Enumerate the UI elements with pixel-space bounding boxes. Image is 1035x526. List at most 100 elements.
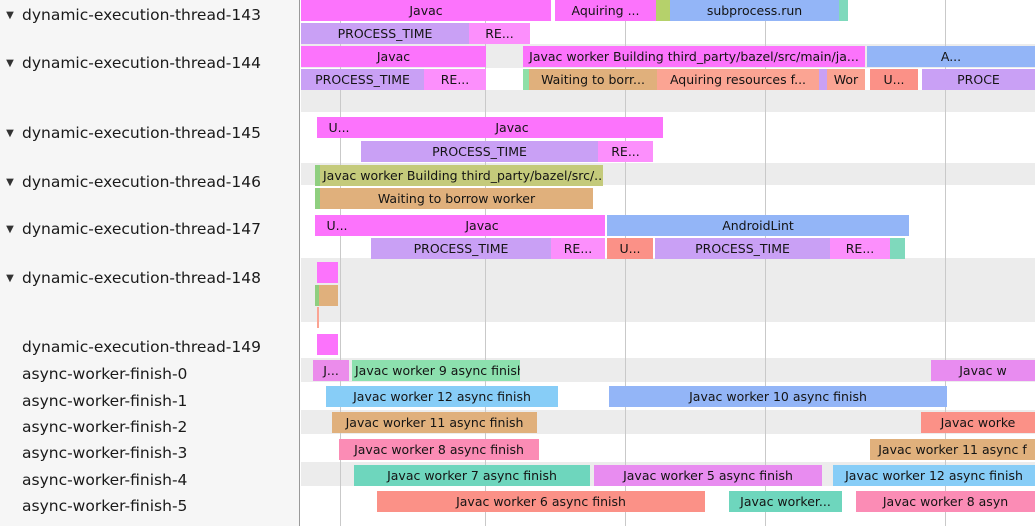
- timeline-bar[interactable]: [819, 69, 827, 90]
- timeline-bar[interactable]: RE...: [551, 238, 605, 259]
- track-label-text: async-worker-finish-2: [22, 418, 188, 436]
- timeline-bar-label: U...: [326, 218, 348, 233]
- timeline-bar[interactable]: Waiting to borr...: [529, 69, 657, 90]
- timeline-bar-label: U...: [619, 241, 641, 256]
- timeline-bar[interactable]: Javac worker 8 async finish: [339, 439, 539, 460]
- timeline-bar-label: PROCESS_TIME: [315, 72, 410, 87]
- timeline-bar[interactable]: [839, 0, 848, 21]
- timeline-bar[interactable]: [890, 238, 905, 259]
- track-label-async-worker-finish-2[interactable]: async-worker-finish-2: [0, 416, 187, 438]
- timeline-bar[interactable]: Wor: [827, 69, 865, 90]
- timeline-bar-label: Javac worker 5 async finish: [623, 468, 793, 483]
- timeline-bar[interactable]: U...: [317, 117, 361, 138]
- timeline-bar[interactable]: RE...: [424, 69, 486, 90]
- timeline-bar[interactable]: Javac worker 12 async finish: [833, 465, 1035, 486]
- timeline-bar-label: Aquiring resources f...: [669, 72, 807, 87]
- caret-down-icon[interactable]: ▼: [6, 223, 14, 235]
- timeline-bar[interactable]: U...: [315, 215, 359, 236]
- timeline-bar[interactable]: Javac worker 5 async finish: [594, 465, 822, 486]
- timeline-bar-label: J...: [323, 363, 339, 378]
- timeline-bar[interactable]: U...: [870, 69, 918, 90]
- caret-down-icon[interactable]: ▼: [6, 272, 14, 284]
- timeline-bar-label: AndroidLint: [722, 218, 794, 233]
- caret-down-icon[interactable]: ▼: [6, 57, 14, 69]
- timeline-bar[interactable]: PROCESS_TIME: [361, 141, 598, 162]
- timeline-bar[interactable]: J...: [313, 360, 349, 381]
- timeline-bar[interactable]: [656, 0, 670, 21]
- timeline-bar[interactable]: Javac worker 11 async finish: [332, 412, 537, 433]
- timeline-bar[interactable]: Javac worke: [921, 412, 1035, 433]
- timeline-bar[interactable]: Javac w: [931, 360, 1035, 381]
- track-label-dynamic-execution-thread-145[interactable]: ▼ dynamic-execution-thread-145: [0, 122, 261, 144]
- timeline-bar[interactable]: RE...: [830, 238, 890, 259]
- timeline-bar[interactable]: U...: [607, 238, 653, 259]
- track-label-async-worker-finish-4[interactable]: async-worker-finish-4: [0, 469, 187, 491]
- track-label-dynamic-execution-thread-149[interactable]: dynamic-execution-thread-149: [0, 336, 261, 358]
- timeline-bar-label: Javac: [409, 3, 443, 18]
- timeline-bar-label: Javac worker 11 async f: [878, 442, 1027, 457]
- track-label-dynamic-execution-thread-146[interactable]: ▼ dynamic-execution-thread-146: [0, 171, 261, 193]
- track-label-async-worker-finish-0[interactable]: async-worker-finish-0: [0, 363, 187, 385]
- timeline-bar[interactable]: Javac: [359, 215, 605, 236]
- track-label-async-worker-finish-5[interactable]: async-worker-finish-5: [0, 495, 187, 517]
- timeline-bar-label: RE...: [845, 241, 875, 256]
- timeline-bar[interactable]: Javac: [301, 46, 486, 67]
- timeline-bar[interactable]: [315, 188, 320, 209]
- caret-down-icon[interactable]: ▼: [6, 176, 14, 188]
- track-label-async-worker-finish-1[interactable]: async-worker-finish-1: [0, 390, 187, 412]
- timeline-bar[interactable]: Aquiring resources f...: [657, 69, 819, 90]
- timeline-bar-label: Waiting to borr...: [541, 72, 645, 87]
- timeline-bar[interactable]: AndroidLint: [607, 215, 909, 236]
- timeline-bar[interactable]: [317, 307, 319, 328]
- timeline-bar-label: RE...: [485, 26, 514, 41]
- timeline-bar[interactable]: Javac worker 9 async finish: [352, 360, 520, 381]
- timeline-bar[interactable]: A...: [867, 46, 1035, 67]
- timeline-bar-label: U...: [883, 72, 905, 87]
- timeline-bar[interactable]: RE...: [598, 141, 653, 162]
- row-stripe: [301, 258, 1035, 322]
- timeline-pane[interactable]: Javac Aquiring ... subprocess.run PROCESS_T…: [301, 0, 1035, 526]
- timeline-bar[interactable]: PROCE: [922, 69, 1035, 90]
- track-label-text: async-worker-finish-4: [22, 471, 188, 489]
- track-label-async-worker-finish-3[interactable]: async-worker-finish-3: [0, 442, 187, 464]
- caret-down-icon[interactable]: ▼: [6, 9, 14, 21]
- timeline-bar[interactable]: Aquiring ...: [555, 0, 656, 21]
- track-label-dynamic-execution-thread-144[interactable]: ▼ dynamic-execution-thread-144: [0, 52, 261, 74]
- timeline-bar[interactable]: [315, 165, 320, 186]
- timeline-bar-label: subprocess.run: [706, 3, 803, 18]
- timeline-bar[interactable]: PROCESS_TIME: [371, 238, 551, 259]
- timeline-bar[interactable]: Javac: [301, 0, 551, 21]
- timeline-bar[interactable]: [523, 69, 529, 90]
- timeline-bar[interactable]: Javac worker 11 async f: [870, 439, 1035, 460]
- timeline-bar[interactable]: Javac worker Building third_party/bazel/…: [523, 46, 865, 67]
- timeline-bar[interactable]: Javac worker 12 async finish: [326, 386, 558, 407]
- track-label-dynamic-execution-thread-148[interactable]: ▼ dynamic-execution-thread-148: [0, 267, 261, 289]
- timeline-bar[interactable]: PROCESS_TIME: [655, 238, 830, 259]
- timeline-bar[interactable]: Javac worker 10 async finish: [609, 386, 947, 407]
- track-label-text: async-worker-finish-1: [22, 392, 188, 410]
- timeline-bar[interactable]: Javac worker Building third_party/bazel/…: [320, 165, 603, 186]
- timeline-bar[interactable]: PROCESS_TIME: [301, 23, 469, 44]
- track-label-text: async-worker-finish-5: [22, 497, 188, 515]
- timeline-bar[interactable]: [319, 285, 338, 306]
- timeline-bar[interactable]: Javac worker 7 async finish: [354, 465, 590, 486]
- track-label-gutter[interactable]: ▼ dynamic-execution-thread-143 ▼ dynamic-ex…: [0, 0, 300, 526]
- timeline-bar-label: Waiting to borrow worker: [377, 191, 536, 206]
- timeline-bar[interactable]: Javac: [361, 117, 663, 138]
- track-label-dynamic-execution-thread-147[interactable]: ▼ dynamic-execution-thread-147: [0, 218, 261, 240]
- timeline-bar[interactable]: subprocess.run: [670, 0, 839, 21]
- timeline-bar[interactable]: PROCESS_TIME: [301, 69, 424, 90]
- timeline-bar[interactable]: [317, 262, 338, 283]
- timeline-bar[interactable]: [317, 334, 338, 355]
- timeline-bar[interactable]: Waiting to borrow worker: [320, 188, 593, 209]
- timeline-bar[interactable]: RE...: [469, 23, 530, 44]
- timeline-bar[interactable]: Javac worker...: [729, 491, 842, 512]
- timeline-bar[interactable]: Javac worker 8 asyn: [856, 491, 1035, 512]
- timeline-gridline: [625, 0, 626, 526]
- timeline-bar[interactable]: [315, 285, 319, 306]
- track-label-dynamic-execution-thread-143[interactable]: ▼ dynamic-execution-thread-143: [0, 4, 261, 26]
- timeline-bar[interactable]: Javac worker 6 async finish: [377, 491, 705, 512]
- caret-down-icon[interactable]: ▼: [6, 127, 14, 139]
- track-label-text: dynamic-execution-thread-148: [22, 269, 261, 287]
